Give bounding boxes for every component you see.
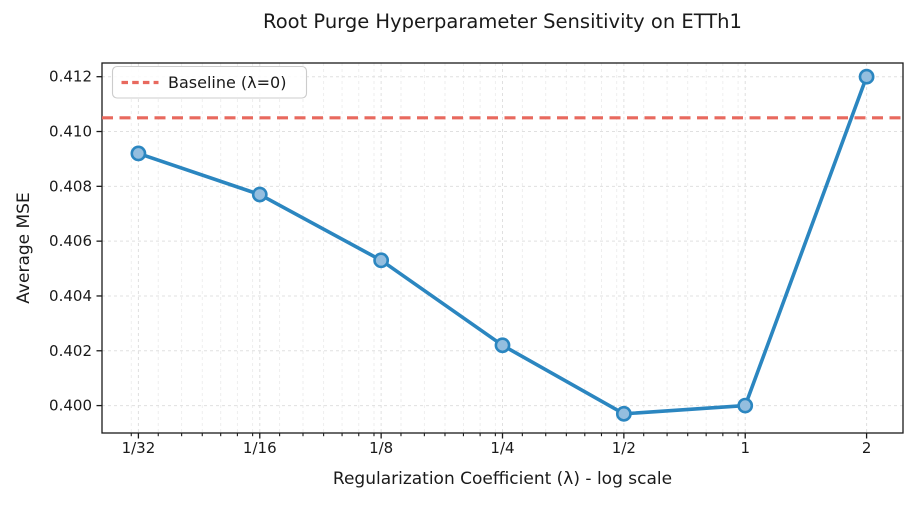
legend: Baseline (λ=0) <box>111 65 308 99</box>
y-tick-label: 0.406 <box>49 232 92 250</box>
data-point-marker <box>737 397 754 414</box>
markers-layer <box>130 68 875 422</box>
x-tick-label: 1/8 <box>369 439 393 457</box>
ticks-layer: 1/32 1/16 1/8 1/4 1/2 1 2 0.400 0.402 0.404 0.406 0… <box>49 68 871 457</box>
major-grid-layer <box>102 63 903 433</box>
data-point-marker <box>373 252 390 269</box>
x-tick-label: 1/4 <box>490 439 514 457</box>
x-tick-label: 1/16 <box>243 439 277 457</box>
y-tick-label: 0.408 <box>49 177 92 195</box>
x-axis-label: Regularization Coefficient (λ) - log sca… <box>333 469 672 489</box>
plot-frame <box>101 62 904 434</box>
y-axis-label: Average MSE <box>14 192 34 303</box>
y-tick-label: 0.400 <box>49 397 92 415</box>
y-tick-label: 0.402 <box>49 342 92 360</box>
legend-label: Baseline (λ=0) <box>168 73 286 92</box>
x-tick-label: 1/32 <box>122 439 156 457</box>
data-point-marker <box>615 405 632 422</box>
data-point-marker <box>494 337 511 354</box>
data-point-marker <box>130 145 147 162</box>
data-point-marker <box>858 68 875 85</box>
x-tick-label: 1 <box>740 439 750 457</box>
y-tick-label: 0.404 <box>49 287 92 305</box>
y-tick-label: 0.410 <box>49 123 92 141</box>
y-tick-label: 0.412 <box>49 68 92 86</box>
legend-box <box>111 65 308 99</box>
chart-title: Root Purge Hyperparameter Sensitivity on… <box>263 10 742 33</box>
data-point-marker <box>251 186 268 203</box>
x-tick-label: 1/2 <box>612 439 636 457</box>
x-tick-label: 2 <box>862 439 872 457</box>
